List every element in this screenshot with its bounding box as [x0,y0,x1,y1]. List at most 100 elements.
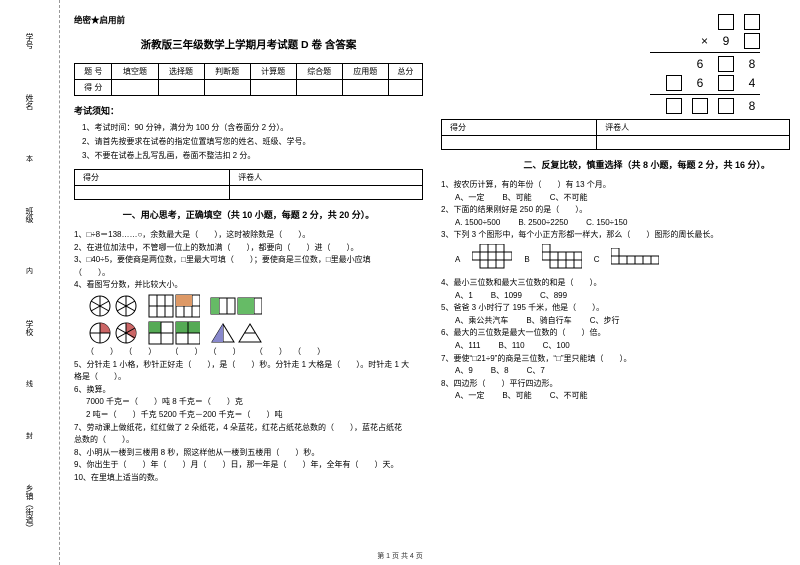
q5a: 5、分针走 1 小格，秒针正好走（ ），是（ ）秒。分针走 1 大格是（ ）。时… [74,359,423,371]
binding-sidebar: 学号 姓名 本 班级 内 学校 线 封 乡镇（街道） [0,0,60,565]
grid-1-icon [148,294,200,318]
perimeter-shapes: A B C [455,244,790,276]
s2q2-opts: A. 1500÷500 B. 2500÷2250 C. 150÷150 [441,217,790,229]
q6a: 7000 千克＝（ ）吨 8 千克＝（ ）克 [74,396,423,408]
grid-2-icon [148,321,200,345]
digit-box [718,98,734,114]
sidebar-label-town: 乡镇（街道） [22,482,37,534]
times-sign: × [701,34,708,48]
s2q4-opts: A、1 B、1099 C、899 [441,290,790,302]
td: 得 分 [75,80,112,96]
s2q5: 5、爸爸 3 小时行了 195 千米，他是（ ）。 [441,302,790,314]
q10: 10、在里填上适当的数。 [74,472,423,484]
digit-box [744,14,760,30]
fraction-pics-row2 [88,321,423,345]
q7b: 总数的（ ）。 [74,434,423,446]
blank-row: （ ） （ ） （ ） （ ） （ ） （ ） [74,346,423,358]
sidebar-mark: 封 [26,431,33,441]
q5b: 格是（ ）。 [74,371,423,383]
exam-title: 浙教版三年级数学上学期月考试题 D 卷 含答案 [74,37,423,52]
section2-title: 二、反复比较，慎重选择（共 8 小题，每题 2 分，共 16 分）。 [441,158,790,171]
s2q8-opts: A、一定 B、可能 C、不可能 [441,390,790,402]
digit-box [744,33,760,49]
th: 题 号 [75,64,112,80]
s2q6: 6、最大的三位数是最大一位数的（ ）倍。 [441,327,790,339]
mini-th: 评卷人 [230,170,423,186]
mini-th: 评卷人 [597,120,790,136]
rect-1-icon [210,294,262,318]
sidebar-label-name: 姓名 [22,92,37,112]
th: 选择题 [158,64,204,80]
section2-questions: 1、按农历计算，有的年份（ ）有 13 个月。 A、一定 B、可能 C、不可能 … [441,179,790,403]
s2q7: 7、要使“□21÷9”的商是三位数，“□”里只能填（ ）。 [441,353,790,365]
digit-box [718,56,734,72]
q1: 1、□÷8＝138……○，余数最大是（ ），这时被除数是（ ）。 [74,229,423,241]
th: 应用题 [342,64,388,80]
notice-item: 3、不要在试卷上乱写乱画，卷面不整洁扣 2 分。 [82,150,423,162]
main-score-table: 题 号 填空题 选择题 判断题 计算题 综合题 应用题 总分 得 分 [74,63,423,96]
q7a: 7、劳动课上做纸花，红红做了 2 朵纸花，4 朵蓝花，红花占纸花总数的（ ），蓝… [74,422,423,434]
digit-box [692,98,708,114]
s2q7-opts: A、9 B、8 C、7 [441,365,790,377]
notice-item: 1、考试时间：90 分钟，满分为 100 分（含卷面分 2 分）。 [82,122,423,134]
shape-a-icon [472,244,512,276]
s2q6-opts: A、111 B、110 C、100 [441,340,790,352]
q9: 9、你出生于（ ）年（ ）月（ ）日，那一年是（ ）年，全年有（ ）天。 [74,459,423,471]
s2q1-opts: A、一定 B、可能 C、不可能 [441,192,790,204]
s2q1: 1、按农历计算，有的年份（ ）有 13 个月。 [441,179,790,191]
th: 判断题 [204,64,250,80]
digit-box [666,75,682,91]
th: 填空题 [112,64,158,80]
left-column: 绝密★启用前 浙教版三年级数学上学期月考试题 D 卷 含答案 题 号 填空题 选… [74,14,423,551]
shape-a-label: A [455,254,460,266]
th: 总分 [388,64,422,80]
page-footer: 第 1 页 共 4 页 [377,551,423,561]
shape-b-icon [542,244,582,276]
mini-score-table: 得分 评卷人 [74,169,423,200]
shape-c-label: C [594,254,600,266]
shape-c-icon [611,248,659,272]
shape-b-label: B [524,254,529,266]
right-column: ×9 68 64 8 得分 评卷人 二、反复比较，慎重选择（共 8 小题，每题 … [441,14,790,551]
q3b: （ ）。 [74,267,423,279]
s2q2: 2、下面的结果刚好是 250 的是（ ）。 [441,204,790,216]
page-content: 绝密★启用前 浙教版三年级数学上学期月考试题 D 卷 含答案 题 号 填空题 选… [60,0,800,565]
sidebar-mark: 内 [26,266,33,276]
s2q4: 4、最小三位数和最大三位数的和是（ ）。 [441,277,790,289]
mini-score-table-2: 得分 评卷人 [441,119,790,150]
s2q5-opts: A、乘公共汽车 B、骑自行车 C、步行 [441,315,790,327]
q3a: 3、□40÷5，要使商是两位数，□里最大可填（ ）；要使商是三位数，□里最小应填 [74,254,423,266]
sidebar-mark: 线 [26,379,33,389]
q2: 2、在进位加法中，不管哪一位上的数加满（ ），都要向（ ）进（ ）。 [74,242,423,254]
notice-list: 1、考试时间：90 分钟，满分为 100 分（含卷面分 2 分）。 2、请首先按… [74,122,423,164]
sidebar-label-school: 学校 [22,318,37,338]
sidebar-label-id: 学号 [22,31,37,51]
question-block: 1、□÷8＝138……○，余数最大是（ ），这时被除数是（ ）。 2、在进位加法… [74,229,423,485]
digit-box [718,14,734,30]
secret-label: 绝密★启用前 [74,14,423,26]
th: 计算题 [250,64,296,80]
s2q8: 8、四边形（ ）平行四边形。 [441,378,790,390]
digit-box [718,75,734,91]
rule-line [650,52,760,53]
th: 综合题 [296,64,342,80]
rule-line [650,94,760,95]
notice-item: 2、请首先按要求在试卷的指定位置填写您的姓名、班级、学号。 [82,136,423,148]
q6: 6、换算。 [74,384,423,396]
section1-title: 一、用心思考，正确填空（共 10 小题，每题 2 分，共 20 分）。 [74,208,423,221]
circles-2-icon [88,321,138,345]
notice-heading: 考试须知： [74,104,423,117]
q8: 8、小明从一楼到三楼用 8 秒，照这样他从一楼到五楼用（ ）秒。 [74,447,423,459]
multiplication-puzzle: ×9 68 64 8 [441,14,760,114]
q6b: 2 吨＝（ ）千克 5200 千克－200 千克＝（ ）吨 [74,409,423,421]
fraction-pics-row1 [88,294,423,318]
q4: 4、看图写分数，并比较大小。 [74,279,423,291]
tri-icon [210,321,262,345]
mini-th: 得分 [75,170,230,186]
digit-box [666,98,682,114]
s2q3: 3、下列 3 个图形中，每个小正方形都一样大，那么（ ）图形的周长最长。 [441,229,790,241]
sidebar-mark: 本 [26,154,33,164]
mini-th: 得分 [442,120,597,136]
circles-1-icon [88,294,138,318]
sidebar-label-class: 班级 [22,205,37,225]
